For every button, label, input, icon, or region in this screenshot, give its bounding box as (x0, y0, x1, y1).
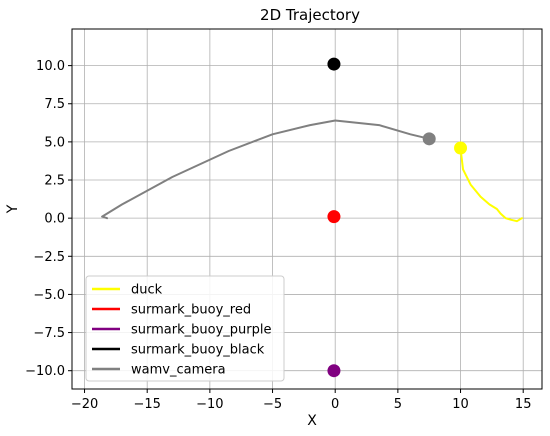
y-tick-label: −7.5 (33, 326, 65, 341)
series-marker-wamv_camera (422, 132, 436, 146)
y-axis-label: Y (5, 204, 21, 214)
legend-label-surmark_buoy_purple: surmark_buoy_purple (131, 323, 271, 338)
legend-box (85, 275, 285, 382)
x-tick-label: −10 (196, 397, 223, 412)
legend-entries: duck surmark_buoy_red surmark_buoy_purples… (92, 283, 271, 378)
legend: duck surmark_buoy_red surmark_buoy_purples… (85, 275, 285, 382)
y-tick-label: −10.0 (25, 364, 65, 379)
legend-label-surmark_buoy_black: surmark_buoy_black (131, 343, 265, 358)
series-line-duck (459, 147, 523, 223)
series-lines (101, 119, 523, 223)
y-tick-label: −5.0 (33, 288, 65, 303)
y-tick-label: −2.5 (33, 250, 65, 265)
grid-lines (72, 29, 542, 389)
x-tick-label: −5 (263, 397, 282, 412)
x-axis-label: X (307, 413, 317, 429)
y-axis-ticks: 10.0 7.5 5.0 2.5 0.0 −2.5 −5.0 −7.5 −10.0 (25, 59, 72, 379)
legend-label-wamv_camera: wamv_camera (131, 363, 226, 378)
series-marker-surmark_buoy_purple (327, 364, 341, 378)
y-tick-label: 2.5 (44, 174, 65, 189)
y-tick-label: 10.0 (36, 59, 65, 74)
y-tick-label: 7.5 (44, 97, 65, 112)
plot-frame (71, 28, 543, 390)
series-line-wamv_camera (101, 119, 431, 220)
x-tick-label: 5 (394, 397, 402, 412)
x-axis-ticks: −20 −15 −10 −5 0 5 10 15 (71, 389, 532, 412)
x-tick-label: 10 (452, 397, 469, 412)
series-markers (327, 57, 468, 378)
x-tick-label: 0 (331, 397, 339, 412)
x-tick-label: −15 (133, 397, 160, 412)
series-marker-surmark_buoy_black (327, 57, 341, 71)
series-marker-surmark_buoy_red (327, 210, 341, 224)
series-marker-duck (454, 141, 468, 155)
x-tick-label: 15 (515, 397, 532, 412)
chart-title: 2D Trajectory (260, 6, 360, 24)
y-tick-label: 0.0 (44, 212, 65, 227)
x-tick-label: −20 (71, 397, 98, 412)
y-tick-label: 5.0 (44, 135, 65, 150)
legend-label-surmark_buoy_red: surmark_buoy_red (131, 303, 251, 318)
legend-label-duck: duck (131, 283, 163, 298)
